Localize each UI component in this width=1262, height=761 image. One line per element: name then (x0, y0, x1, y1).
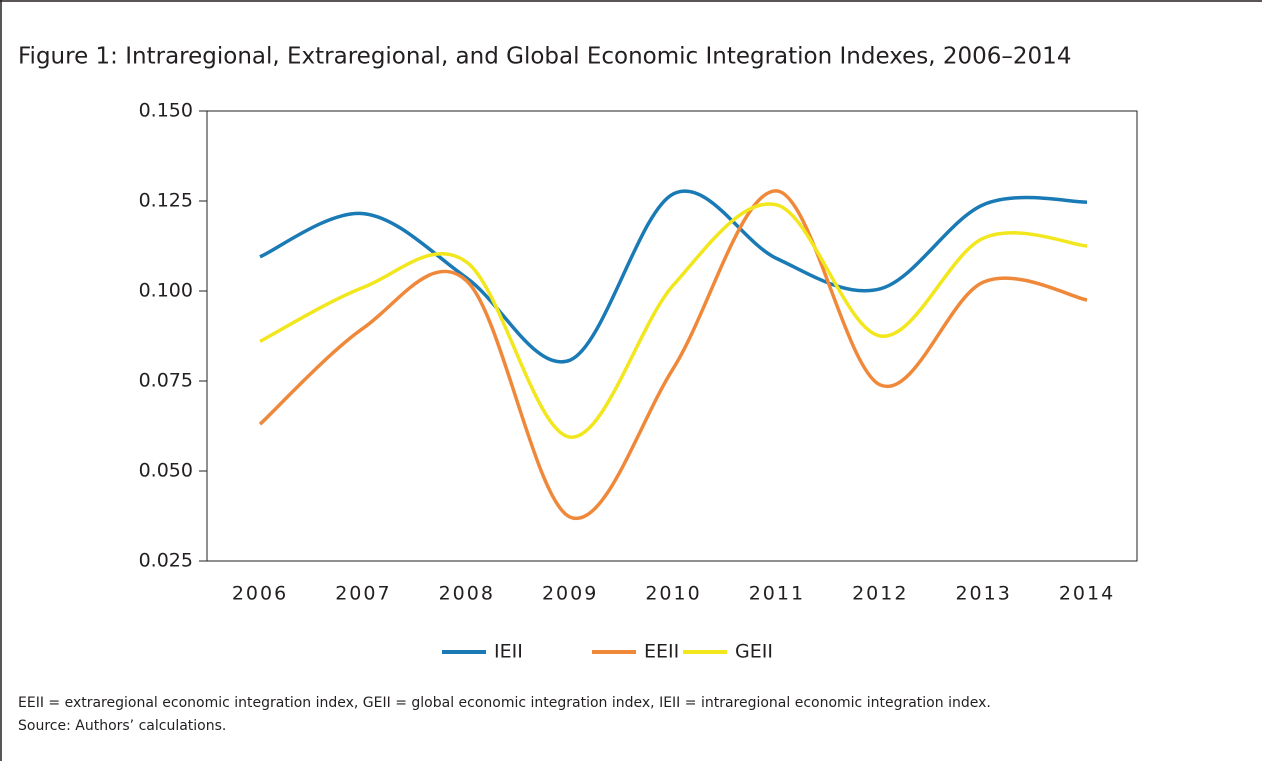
x-tick-label: 2007 (335, 583, 391, 605)
source: Source: Authors’ calculations. (18, 718, 226, 734)
y-tick-label: 0.100 (139, 280, 193, 302)
x-tick-label: 2013 (955, 583, 1011, 605)
x-tick-label: 2014 (1059, 583, 1115, 605)
legend-label: IEII (494, 641, 523, 663)
series-line (259, 189, 1088, 364)
x-tick-label: 2012 (852, 583, 908, 605)
plot-frame (206, 110, 1138, 562)
x-tick-label: 2009 (542, 583, 598, 605)
y-tick-label: 0.050 (139, 460, 193, 482)
note: EEII = extraregional economic integratio… (18, 695, 991, 711)
legend-label: GEII (735, 641, 773, 663)
y-tick-label: 0.025 (139, 550, 193, 572)
x-tick-label: 2010 (645, 583, 701, 605)
legend-label: EEII (644, 641, 679, 663)
y-tick-label: 0.075 (139, 370, 193, 392)
chart-title: Figure 1: Intraregional, Extraregional, … (18, 44, 1071, 70)
series-line (259, 202, 1088, 439)
x-tick-label: 2006 (232, 583, 288, 605)
y-tick-label: 0.150 (139, 100, 193, 122)
x-tick-label: 2008 (439, 583, 495, 605)
y-tick-label: 0.125 (139, 190, 193, 212)
x-tick-label: 2011 (749, 583, 805, 605)
series-line (258, 189, 1088, 521)
